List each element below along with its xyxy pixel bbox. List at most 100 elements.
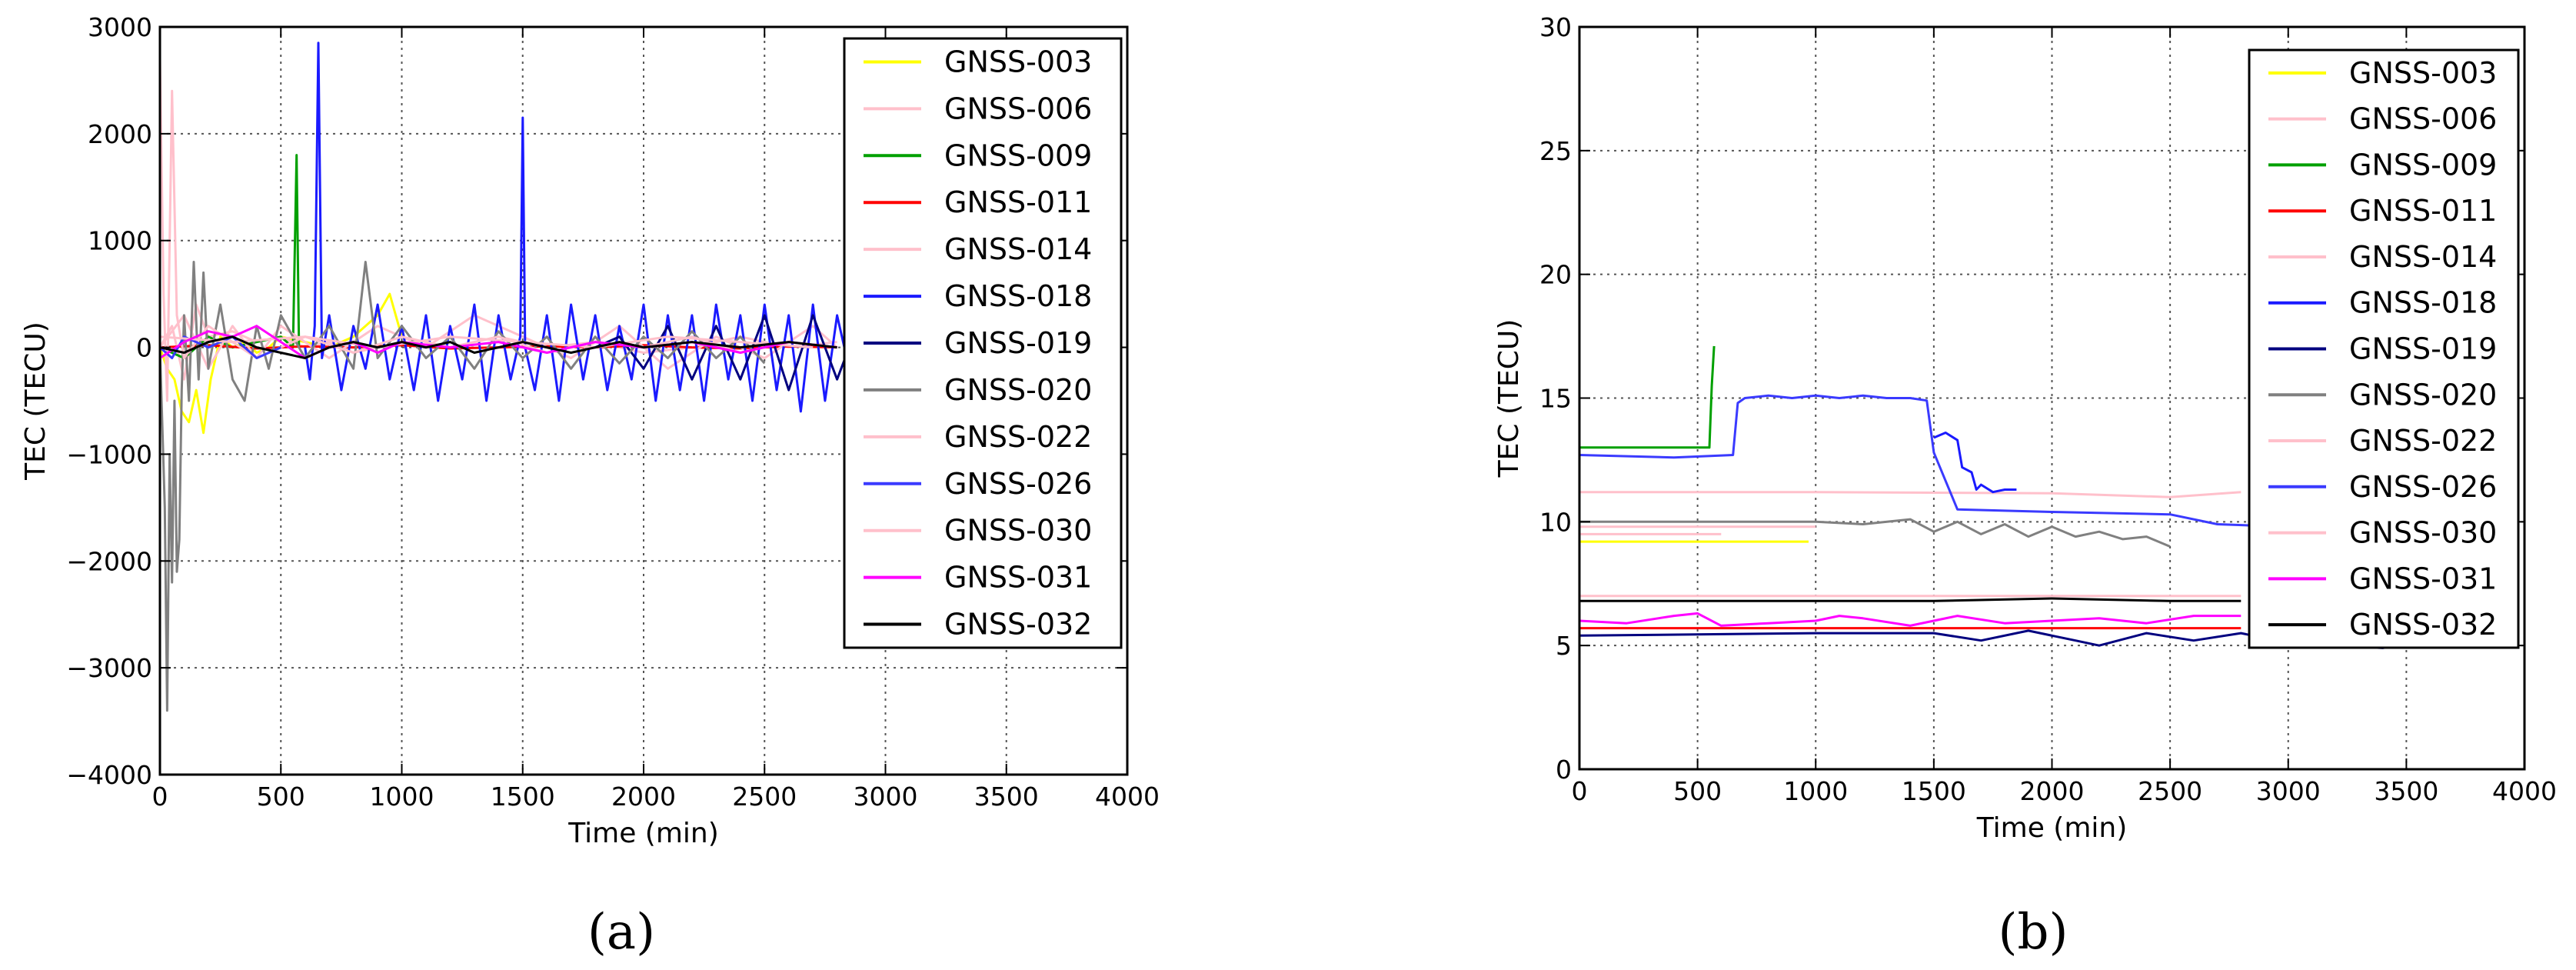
legend-label: GNSS-032 — [944, 608, 1092, 642]
chart-panel-1: 0 500 1000 1500 2000 2500 3000 3500 4000 −4000 −30… — [20, 12, 1160, 961]
legend-item: GNSS-006 — [864, 92, 1092, 125]
legend: GNSS-003 GNSS-006 GNSS-009 GNSS-011 GNSS-014… — [2248, 48, 2520, 649]
series-line-gnss-018 — [1933, 432, 2017, 494]
legend-item: GNSS-026 — [2268, 470, 2497, 504]
legend-item: GNSS-018 — [2268, 286, 2497, 320]
legend-item: GNSS-022 — [2268, 424, 2497, 458]
x-tick-label: 1500 — [1902, 776, 1966, 806]
x-tick-label: 3500 — [2374, 776, 2438, 806]
legend-item: GNSS-014 — [2268, 240, 2497, 274]
legend-item: GNSS-030 — [864, 514, 1092, 548]
chart-panel-2: 0 500 1000 1500 2000 2500 3000 3500 4000 0 5 10 15 20… — [1493, 12, 2557, 961]
y-tick-label: 2000 — [88, 119, 152, 149]
legend-label: GNSS-022 — [2349, 424, 2497, 458]
legend-item: GNSS-031 — [2268, 562, 2497, 595]
legend-label: GNSS-018 — [944, 279, 1092, 313]
y-tick-label: 25 — [1539, 136, 1572, 166]
legend-item: GNSS-022 — [864, 420, 1092, 454]
x-tick-label: 4000 — [2492, 776, 2557, 806]
y-tick-label: 3000 — [88, 12, 152, 42]
legend-item: GNSS-020 — [2268, 378, 2497, 412]
legend-label: GNSS-030 — [2349, 516, 2497, 550]
x-tick-label: 1500 — [491, 782, 555, 812]
x-tick-label: 500 — [257, 782, 305, 812]
legend-label: GNSS-020 — [2349, 378, 2497, 412]
legend-item: GNSS-026 — [864, 467, 1092, 501]
legend-label: GNSS-014 — [944, 232, 1092, 266]
legend-label: GNSS-011 — [944, 185, 1092, 219]
legend-label: GNSS-003 — [2349, 56, 2497, 90]
y-tick-label: 0 — [136, 333, 152, 363]
x-tick-label: 1000 — [1783, 776, 1848, 806]
y-axis-title: TEC (TECU) — [1493, 319, 1525, 478]
x-tick-label: 2000 — [2020, 776, 2085, 806]
legend-item: GNSS-019 — [2268, 332, 2497, 366]
legend-label: GNSS-006 — [944, 92, 1092, 125]
y-tick-label: 15 — [1539, 384, 1572, 414]
x-tick-label: 2000 — [611, 782, 676, 812]
y-axis-title: TEC (TECU) — [20, 322, 52, 481]
legend-item: GNSS-011 — [2268, 194, 2497, 228]
legend-label: GNSS-006 — [2349, 102, 2497, 136]
y-tick-label: 0 — [1556, 755, 1572, 785]
legend-item: GNSS-032 — [2268, 608, 2497, 642]
series-line-gnss-031 — [1579, 612, 2242, 627]
y-tick-label: −4000 — [66, 760, 152, 790]
legend-label: GNSS-018 — [2349, 286, 2497, 320]
x-tick-label: 500 — [1673, 776, 1722, 806]
series-line-gnss-026 — [160, 335, 281, 359]
legend-item: GNSS-019 — [864, 326, 1092, 360]
legend-label: GNSS-031 — [944, 561, 1092, 595]
legend-item: GNSS-011 — [864, 185, 1092, 219]
series-line-gnss-032 — [160, 335, 837, 359]
x-tick-label: 2500 — [2138, 776, 2202, 806]
legend-label: GNSS-003 — [944, 45, 1092, 78]
legend-item: GNSS-030 — [2268, 516, 2497, 550]
series-line-gnss-009 — [160, 154, 301, 359]
legend-label: GNSS-031 — [2349, 562, 2497, 595]
series-line-gnss-032 — [1579, 597, 2242, 602]
x-tick-label: 0 — [152, 782, 168, 812]
legend-item: GNSS-018 — [864, 279, 1092, 313]
x-tick-label: 3000 — [854, 782, 918, 812]
x-axis-title: Time (min) — [567, 818, 719, 849]
series-line-gnss-020 — [1579, 518, 2171, 548]
legend-label: GNSS-030 — [944, 514, 1092, 548]
series-group — [1579, 345, 2431, 649]
x-tick-label: 2500 — [732, 782, 797, 812]
series-line-gnss-009 — [1579, 345, 1716, 449]
x-tick-label: 3500 — [974, 782, 1039, 812]
x-tick-label: 3000 — [2256, 776, 2321, 806]
legend-label: GNSS-011 — [2349, 194, 2497, 228]
legend-label: GNSS-019 — [2349, 332, 2497, 366]
legend-item: GNSS-003 — [864, 45, 1092, 78]
x-tick-label: 4000 — [1095, 782, 1160, 812]
legend-label: GNSS-020 — [944, 373, 1092, 407]
y-tick-label: 10 — [1539, 507, 1572, 537]
legend-label: GNSS-014 — [2349, 240, 2497, 274]
legend-label: GNSS-009 — [2349, 148, 2497, 182]
legend-item: GNSS-031 — [864, 561, 1092, 595]
panel-label: (b) — [1999, 904, 2068, 961]
legend-item: GNSS-009 — [864, 138, 1092, 172]
legend-label: GNSS-019 — [944, 326, 1092, 360]
y-tick-label: 5 — [1556, 631, 1572, 661]
legend-label: GNSS-026 — [2349, 470, 2497, 504]
y-tick-label: 1000 — [88, 226, 152, 256]
series-line-gnss-026 — [1579, 394, 2288, 528]
x-tick-label: 1000 — [370, 782, 434, 812]
y-tick-label: 20 — [1539, 260, 1572, 290]
legend-item: GNSS-032 — [864, 608, 1092, 642]
legend-item: GNSS-020 — [864, 373, 1092, 407]
series-line-gnss-006 — [1579, 491, 2242, 498]
legend-label: GNSS-026 — [944, 467, 1092, 501]
legend-label: GNSS-022 — [944, 420, 1092, 454]
x-tick-label: 0 — [1572, 776, 1588, 806]
legend-label: GNSS-009 — [944, 138, 1092, 172]
y-tick-label: −1000 — [66, 439, 152, 469]
legend-label: GNSS-032 — [2349, 608, 2497, 642]
y-tick-label: 30 — [1539, 12, 1572, 42]
series-group — [160, 42, 850, 712]
legend-item: GNSS-014 — [864, 232, 1092, 266]
